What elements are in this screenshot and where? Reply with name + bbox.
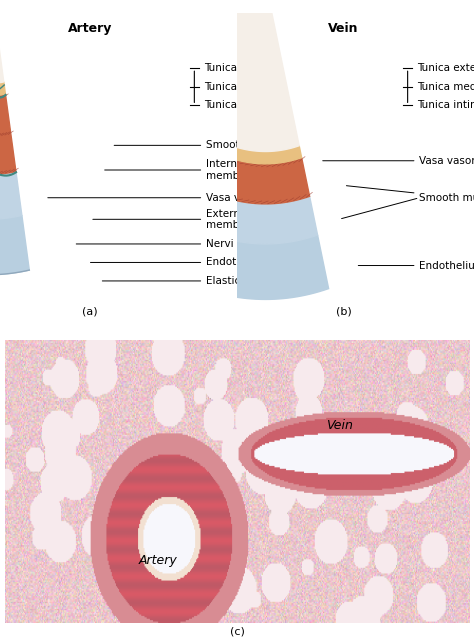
Polygon shape xyxy=(134,40,301,164)
Circle shape xyxy=(132,149,137,155)
Circle shape xyxy=(103,123,109,131)
Text: Nervi vasorum: Nervi vasorum xyxy=(76,239,283,249)
Text: Tunica media: Tunica media xyxy=(204,82,273,92)
Text: Artery: Artery xyxy=(139,554,177,567)
Circle shape xyxy=(130,146,139,157)
Polygon shape xyxy=(0,0,16,175)
Text: Smooth muscle: Smooth muscle xyxy=(114,141,287,150)
Text: Tunica media: Tunica media xyxy=(417,82,474,92)
Polygon shape xyxy=(105,44,310,204)
Text: Tunica externa: Tunica externa xyxy=(204,64,280,73)
Text: (a): (a) xyxy=(82,307,98,317)
Text: Vasa vasorum: Vasa vasorum xyxy=(48,193,280,203)
Text: Vein: Vein xyxy=(326,419,353,431)
Text: Tunica externa: Tunica externa xyxy=(417,64,474,73)
Circle shape xyxy=(195,188,204,199)
Text: Artery: Artery xyxy=(68,22,112,35)
Text: Elastic fiber: Elastic fiber xyxy=(102,276,268,286)
Polygon shape xyxy=(0,32,29,275)
Text: Internal elastic
membrane: Internal elastic membrane xyxy=(105,159,284,181)
Polygon shape xyxy=(76,58,318,244)
Text: (c): (c) xyxy=(229,626,245,636)
Polygon shape xyxy=(0,0,5,96)
Polygon shape xyxy=(0,21,22,220)
Text: Vein: Vein xyxy=(328,22,359,35)
Text: (b): (b) xyxy=(336,307,352,317)
Text: Tunica intima: Tunica intima xyxy=(204,100,273,110)
Polygon shape xyxy=(143,0,299,152)
Text: Endothelium: Endothelium xyxy=(358,261,474,270)
Polygon shape xyxy=(0,0,4,83)
Text: Smooth muscle: Smooth muscle xyxy=(346,186,474,203)
Text: Endothelium: Endothelium xyxy=(91,257,272,268)
Text: Vasa vasorum: Vasa vasorum xyxy=(323,156,474,166)
Polygon shape xyxy=(36,72,328,299)
Text: Tunica intima: Tunica intima xyxy=(417,100,474,110)
Text: External elastic
membrane: External elastic membrane xyxy=(93,209,287,230)
Circle shape xyxy=(197,191,202,196)
